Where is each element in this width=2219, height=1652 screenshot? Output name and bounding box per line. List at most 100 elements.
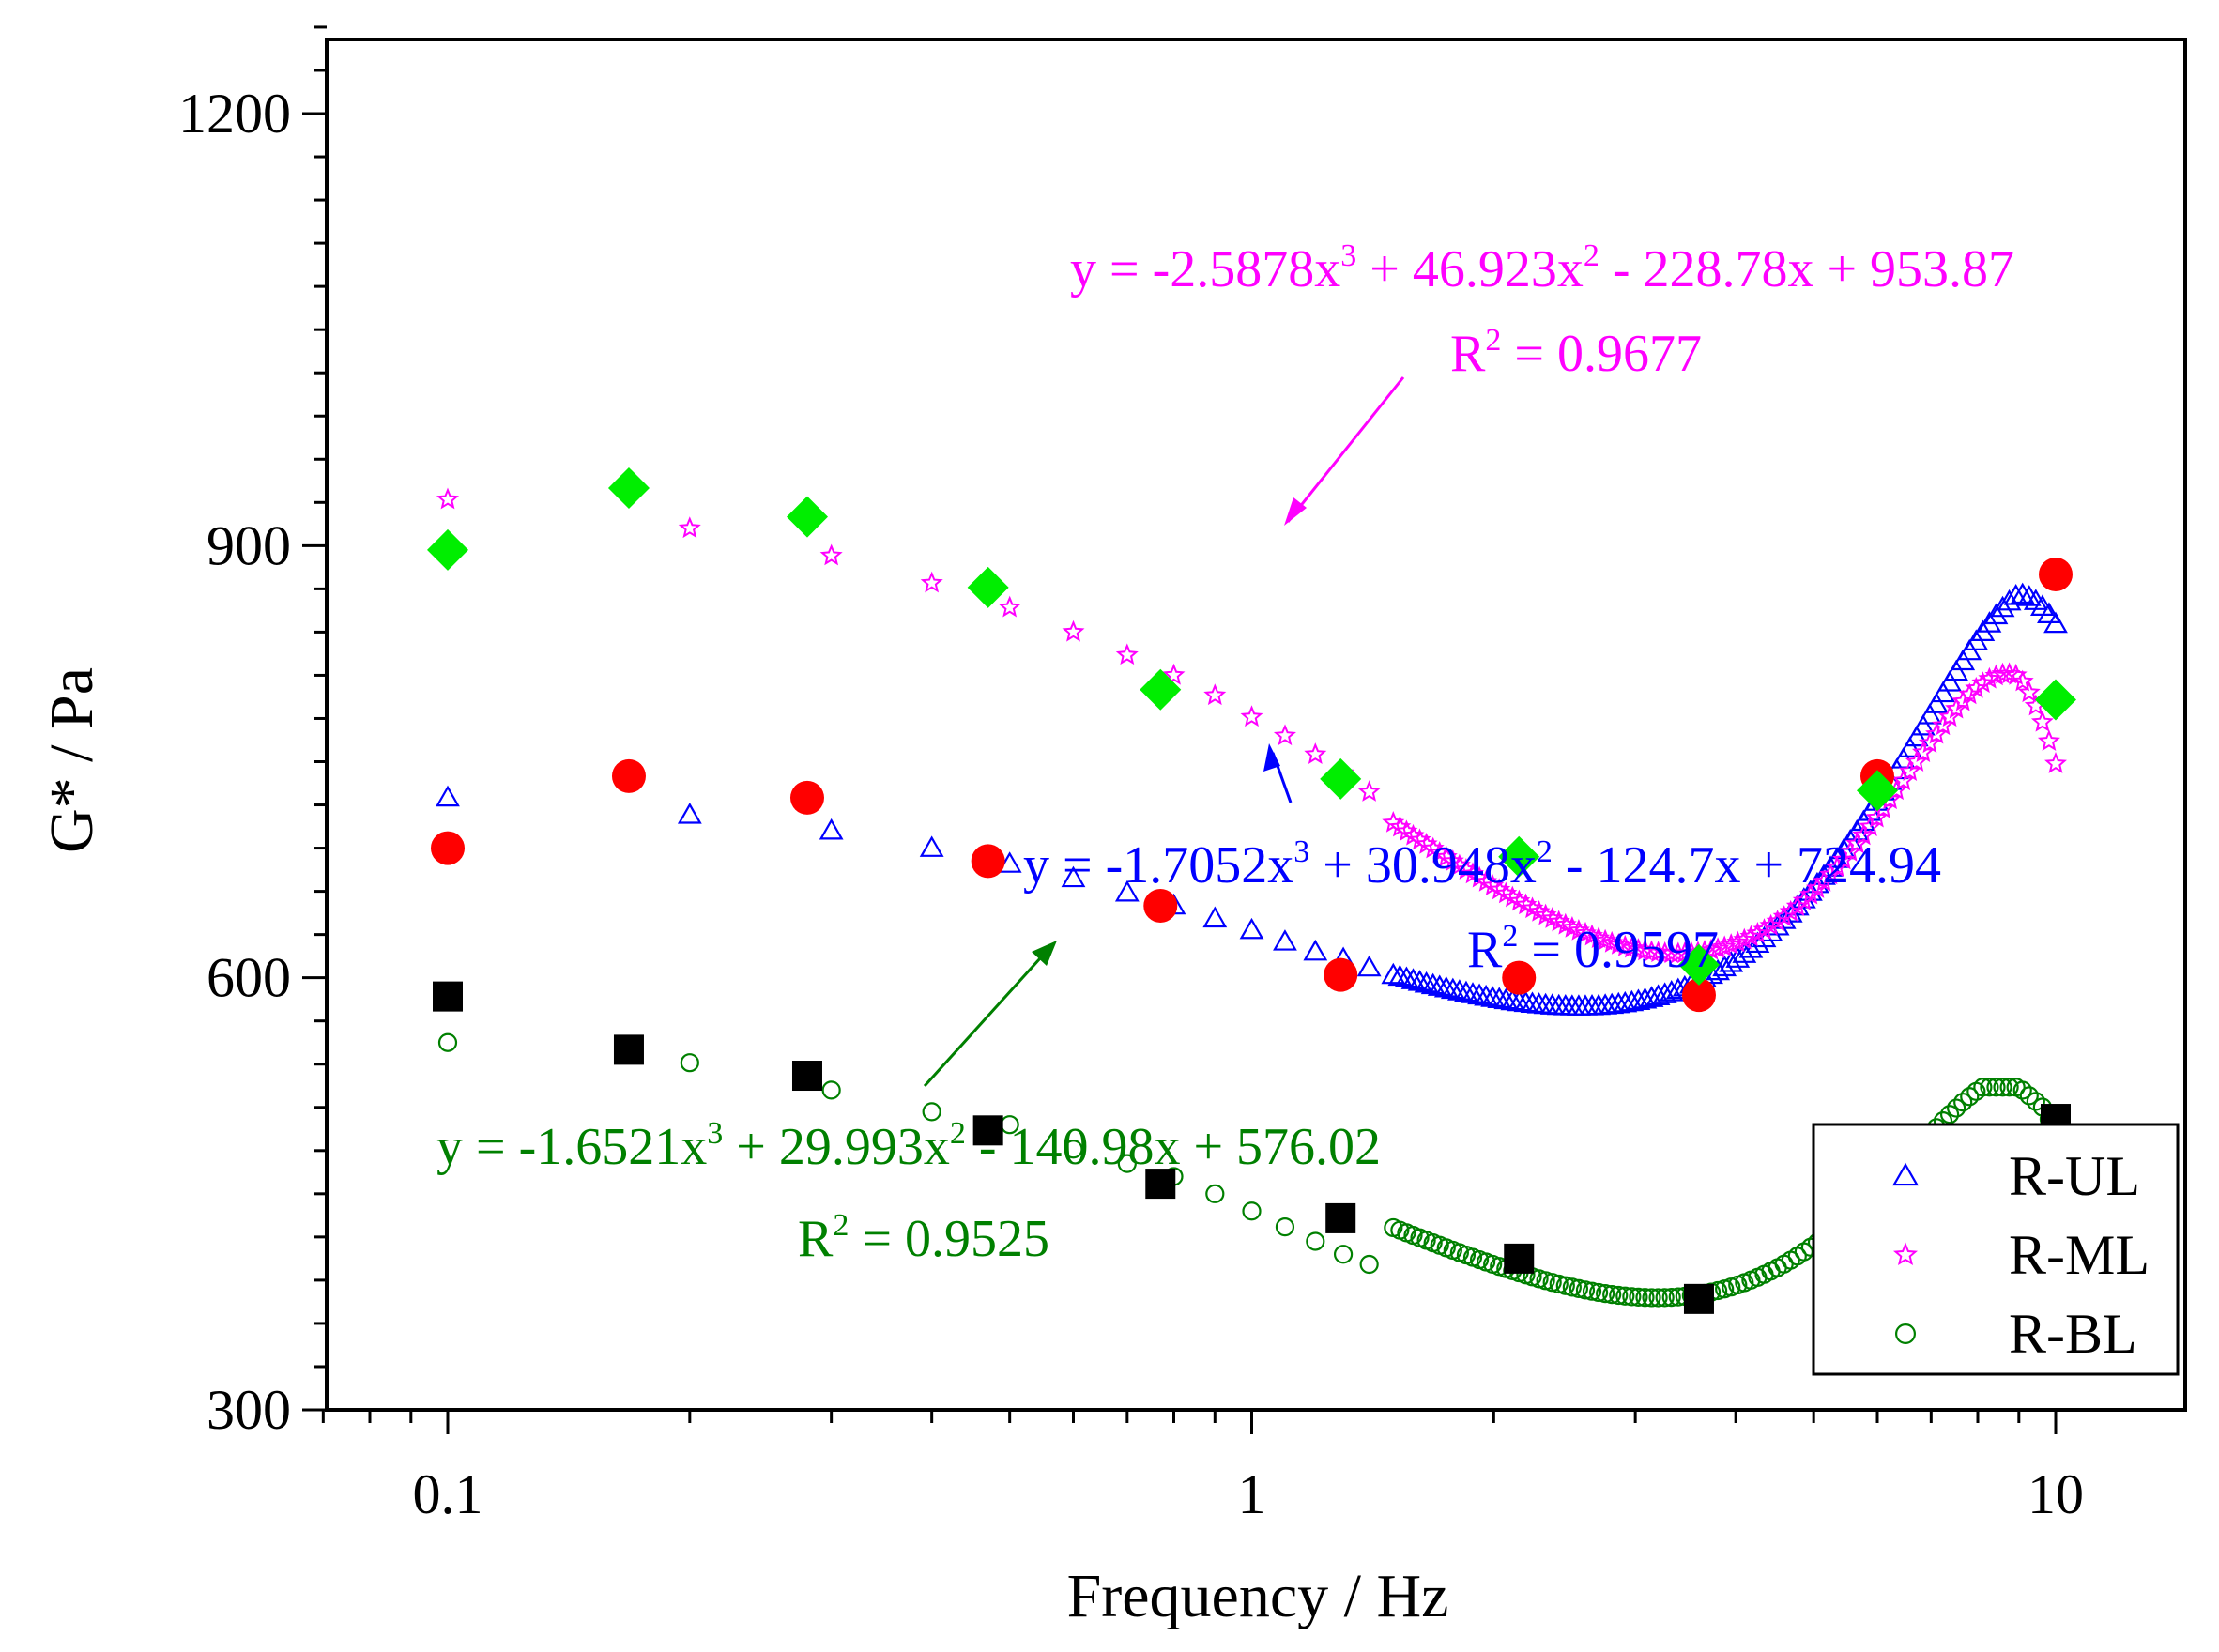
- marker-r-ml: [1203, 683, 1227, 706]
- marker-r-bl: [680, 1053, 699, 1073]
- x-tick-label: 1: [1238, 1463, 1266, 1525]
- marker-r-bl: [1973, 1078, 1993, 1097]
- marker-r-bl: [437, 1032, 458, 1052]
- bl-arrow: [923, 946, 1051, 1088]
- marker-r-ul: [1983, 603, 2009, 625]
- marker-r-bl: [1602, 1285, 1622, 1305]
- marker-r-bl: [1575, 1280, 1596, 1300]
- marker-r-ml: [1062, 620, 1085, 642]
- marker-r-bl: [1980, 1078, 1999, 1097]
- marker-r-ul: [1239, 917, 1264, 940]
- marker-red-filled-circles: [1324, 957, 1358, 992]
- marker-r-ul: [1394, 966, 1419, 988]
- marker-r-bl: [1549, 1274, 1569, 1294]
- marker-r-ml: [1905, 750, 1928, 772]
- marker-r-ul: [1897, 736, 1922, 757]
- marker-r-ml: [1706, 937, 1730, 958]
- marker-r-bl: [1306, 1231, 1325, 1251]
- marker-r-bl: [1596, 1283, 1615, 1304]
- marker-r-ml: [2044, 752, 2067, 773]
- marker-red-filled-circles: [1143, 888, 1178, 923]
- marker-r-ml: [2030, 710, 2054, 732]
- marker-r-bl: [1642, 1288, 1661, 1308]
- marker-r-ul: [1944, 659, 1969, 681]
- marker-r-ul: [919, 835, 944, 857]
- marker-green-filled-diamonds: [967, 566, 1009, 608]
- marker-r-ml: [1240, 705, 1263, 727]
- marker-r-bl: [1555, 1276, 1575, 1295]
- marker-r-ml: [1574, 921, 1597, 943]
- marker-r-ml: [1898, 759, 1921, 782]
- marker-r-ul: [819, 818, 844, 840]
- legend-box: [1812, 1123, 2180, 1376]
- marker-r-bl: [2026, 1092, 2045, 1111]
- marker-r-bl: [1655, 1288, 1675, 1308]
- ml-r2: R2 = 0.9677: [1450, 323, 1702, 383]
- x-axis-title: Frequency / Hz: [1067, 1562, 1449, 1630]
- marker-r-ul: [1626, 988, 1651, 1010]
- marker-r-ml: [1540, 907, 1564, 928]
- marker-r-ml: [1527, 900, 1551, 922]
- marker-r-ul: [1904, 725, 1929, 747]
- marker-r-ml: [2037, 729, 2060, 752]
- legend-marker-r-bl: [1894, 1323, 1916, 1344]
- marker-r-bl: [1064, 1140, 1083, 1159]
- bl-equation: y = -1.6521x3 + 29.993x2 - 140.98x + 576…: [436, 1116, 1381, 1176]
- marker-r-bl: [2019, 1086, 2039, 1106]
- y-tick-label: 1200: [178, 83, 291, 145]
- marker-green-filled-diamonds: [1140, 668, 1182, 711]
- marker-r-ul: [2003, 583, 2028, 605]
- marker-r-bl: [1275, 1217, 1295, 1237]
- legend-label-r-ml: R-ML: [2009, 1224, 2150, 1286]
- marker-r-ml: [1726, 930, 1750, 953]
- marker-r-ul: [1387, 964, 1413, 987]
- marker-r-ul: [1937, 670, 1962, 692]
- marker-r-bl: [1939, 1105, 1960, 1124]
- marker-black-filled-squares: [972, 1115, 1003, 1146]
- marker-r-bl: [1242, 1201, 1262, 1221]
- marker-r-ml: [1534, 903, 1557, 925]
- marker-r-ml: [1600, 930, 1624, 953]
- marker-r-ul: [1427, 974, 1452, 996]
- marker-r-ml: [1752, 918, 1776, 940]
- marker-r-ul: [1420, 972, 1446, 995]
- marker-r-ml: [1865, 805, 1889, 828]
- marker-r-ml: [1640, 940, 1663, 962]
- marker-r-ml: [1978, 666, 2001, 689]
- marker-r-ml: [920, 571, 943, 593]
- axis-ticks: [302, 25, 2058, 1434]
- marker-black-filled-squares: [1683, 1283, 1714, 1314]
- marker-r-ul: [436, 785, 460, 807]
- marker-r-bl: [1622, 1287, 1642, 1307]
- y-axis-title: G* / Pa: [38, 667, 106, 853]
- marker-green-filled-diamonds: [427, 528, 468, 571]
- marker-r-ul: [2010, 582, 2035, 604]
- marker-r-ml: [819, 543, 843, 566]
- legend-marker-r-ml: [1892, 1242, 1919, 1265]
- marker-r-bl: [1661, 1288, 1681, 1308]
- marker-r-bl: [1609, 1285, 1629, 1306]
- marker-r-ml: [1792, 889, 1815, 910]
- marker-r-ml: [1859, 815, 1882, 837]
- x-tick-label: 0.1: [413, 1463, 483, 1525]
- marker-r-ul: [1273, 929, 1297, 951]
- marker-r-ml: [1746, 922, 1769, 943]
- marker-r-ml: [1733, 927, 1756, 950]
- marker-green-filled-diamonds: [1856, 770, 1898, 812]
- marker-red-filled-circles: [789, 780, 824, 815]
- marker-r-ul: [1990, 595, 2015, 618]
- marker-r-bl: [1960, 1087, 1980, 1107]
- marker-r-ml: [1720, 933, 1743, 955]
- marker-black-filled-squares: [1325, 1202, 1356, 1233]
- marker-r-ul: [1732, 941, 1757, 963]
- marker-black-filled-squares: [433, 981, 463, 1012]
- marker-r-bl: [1205, 1184, 1225, 1203]
- tick-labels: 0.1 1 10 300 600 900 1200: [178, 83, 2084, 1525]
- marker-r-ml: [1547, 910, 1570, 932]
- marker-r-ml: [1938, 705, 1962, 727]
- marker-r-ul: [1918, 703, 1942, 725]
- plot-frame: [325, 38, 2187, 1412]
- marker-r-ul: [2037, 602, 2061, 623]
- marker-r-ml: [678, 516, 701, 539]
- marker-r-ul: [1461, 982, 1485, 1003]
